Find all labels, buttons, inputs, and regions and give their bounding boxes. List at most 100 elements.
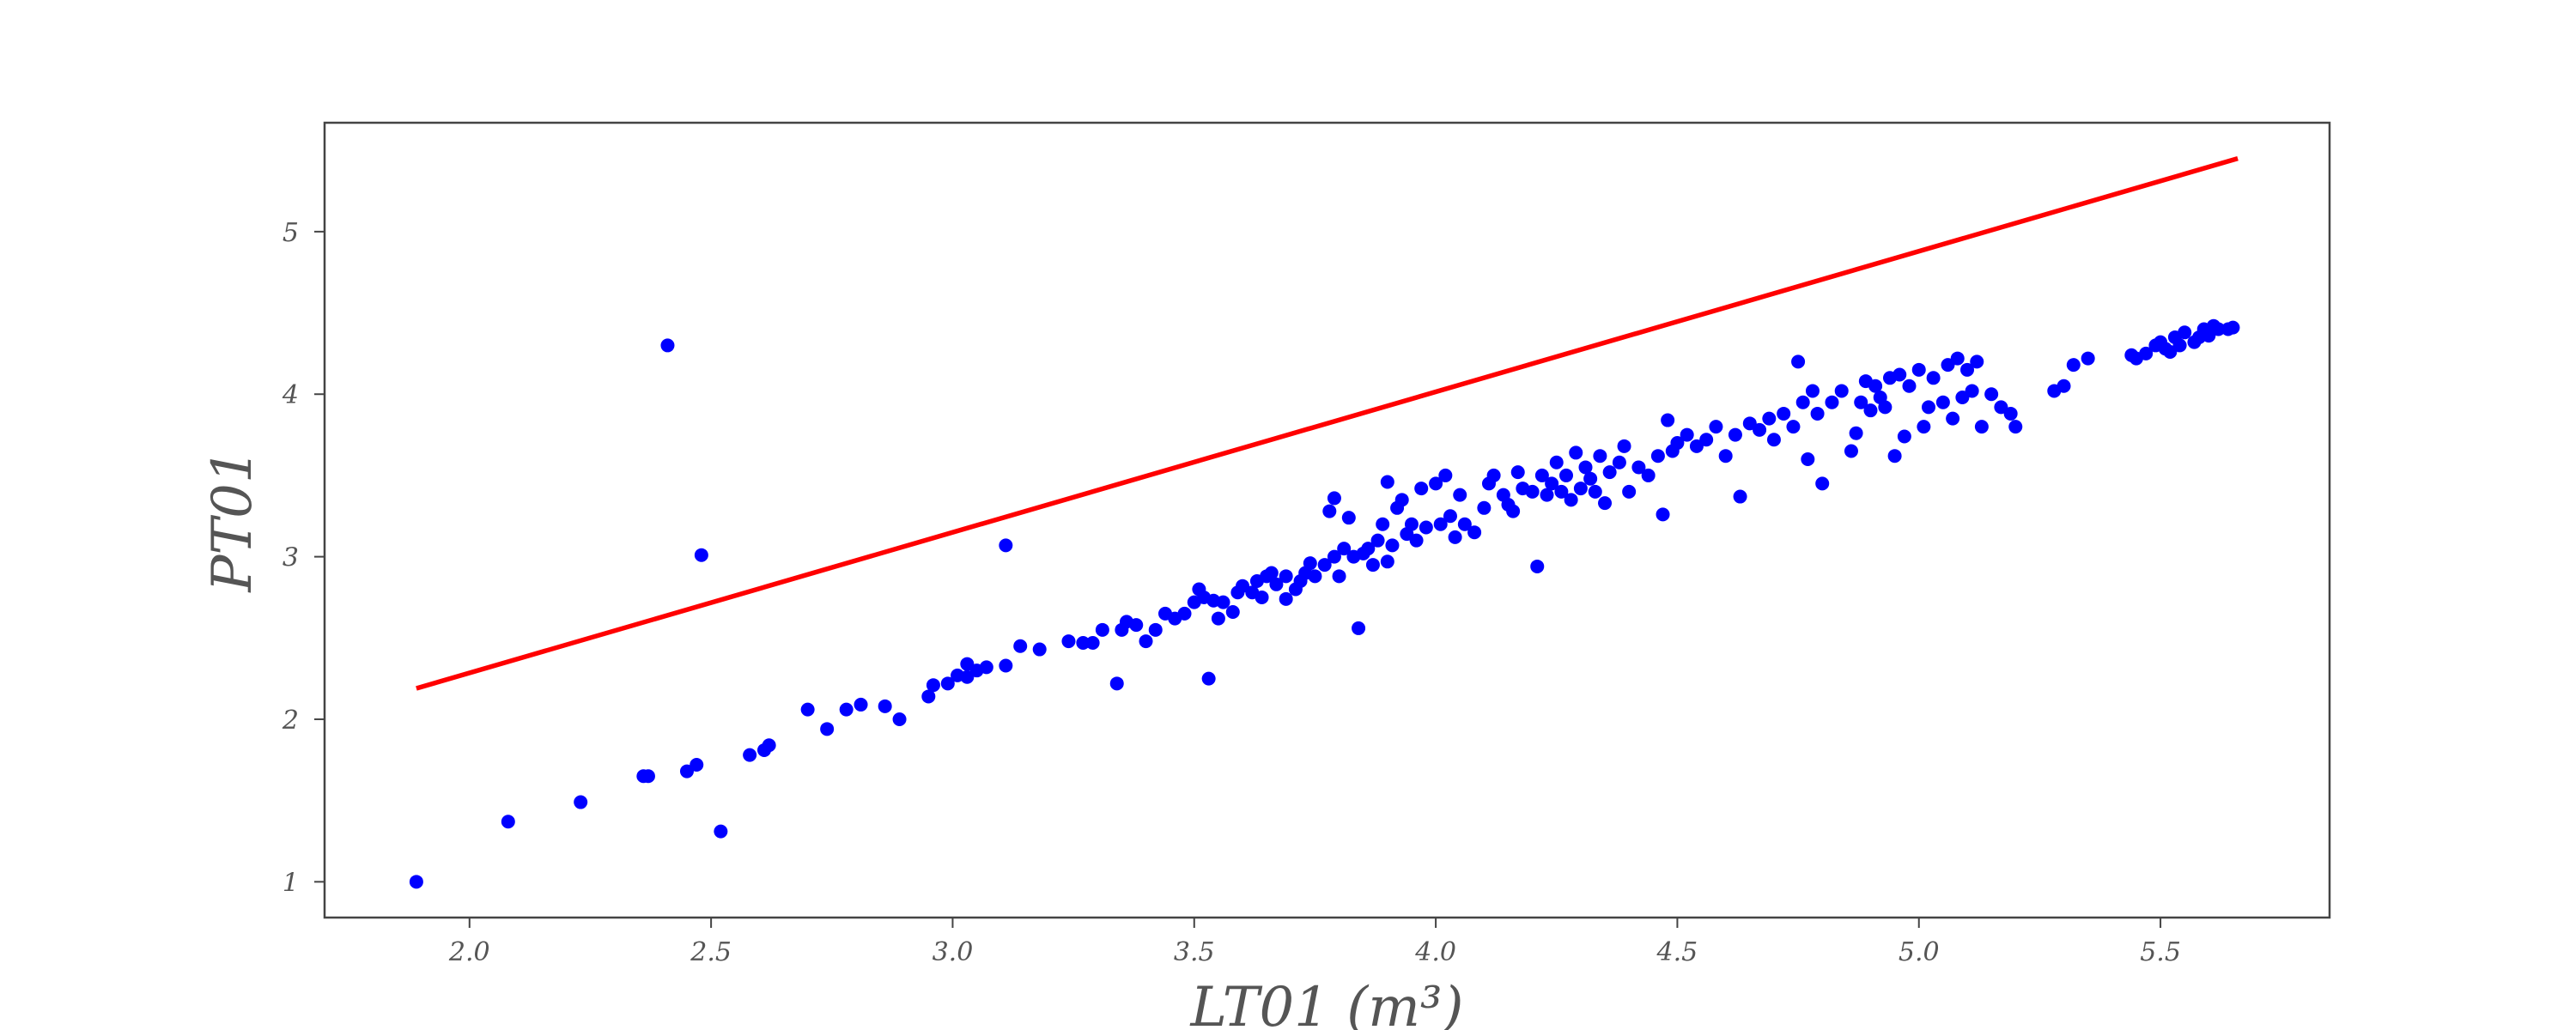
scatter-point xyxy=(1602,465,1617,480)
scatter-point xyxy=(1650,449,1665,464)
x-tick-label: 5.0 xyxy=(1899,937,1940,967)
scatter-point xyxy=(2057,379,2071,393)
scatter-point xyxy=(714,824,728,839)
scatter-point xyxy=(892,712,907,726)
scatter-point xyxy=(1448,530,1462,544)
scatter-point xyxy=(1617,439,1631,453)
scatter-point xyxy=(1941,358,1955,373)
scatter-point xyxy=(1588,484,1602,499)
scatter-point xyxy=(1922,400,1935,415)
scatter-point xyxy=(574,795,588,809)
scatter-point xyxy=(820,722,835,736)
scatter-point xyxy=(1709,420,1723,434)
scatter-point xyxy=(1762,411,1777,426)
scatter-point xyxy=(1564,493,1578,507)
scatter-point xyxy=(1327,549,1341,564)
scatter-point xyxy=(1801,451,1815,466)
scatter-point xyxy=(1970,354,1984,369)
axis-ticks: 2.0 2.5 3.0 3.5 4.0 4.5 5.0 5.5 1 2 3 4 5 xyxy=(282,218,2181,967)
scatter-point xyxy=(1327,491,1341,506)
scatter-point xyxy=(1486,468,1501,482)
scatter-point xyxy=(1404,517,1419,531)
scatter-point xyxy=(1728,427,1742,442)
scatter-point xyxy=(1810,406,1825,421)
scatter-point xyxy=(1844,444,1858,458)
scatter-point xyxy=(1341,511,1356,525)
scatter-point xyxy=(1438,468,1453,482)
scatter-point xyxy=(1148,622,1163,637)
scatter-point xyxy=(960,657,975,671)
scatter-point xyxy=(660,338,675,353)
scatter-point xyxy=(1076,635,1091,650)
scatter-point xyxy=(1365,558,1380,573)
scatter-point xyxy=(1506,504,1521,518)
scatter-point xyxy=(1795,395,1810,409)
scatter-point xyxy=(979,660,993,675)
scatter-point xyxy=(1337,542,1352,556)
scatter-point xyxy=(1303,556,1317,571)
scatter-point xyxy=(854,697,868,712)
scatter-point xyxy=(1467,525,1482,540)
scatter-point xyxy=(1955,391,1970,405)
scatter-point xyxy=(2178,325,2192,340)
scatter-point xyxy=(1085,635,1100,650)
scatter-point xyxy=(2081,351,2095,366)
scatter-point xyxy=(1457,517,1472,531)
scatter-point xyxy=(1917,420,1931,434)
scatter-point xyxy=(1264,566,1279,580)
scatter-point xyxy=(839,702,854,717)
scatter-point xyxy=(501,815,515,829)
scatter-point xyxy=(1893,367,1907,382)
scatter-point xyxy=(2003,406,2018,421)
scatter-point xyxy=(1332,569,1346,584)
y-tick-label: 3 xyxy=(283,543,299,573)
scatter-point xyxy=(690,757,704,772)
scatter-point xyxy=(1453,488,1467,502)
scatter-point xyxy=(1279,569,1293,584)
scatter-point xyxy=(1902,379,1917,393)
scatter-point xyxy=(1525,484,1540,499)
plot-area xyxy=(323,121,2331,919)
x-tick-label: 2.5 xyxy=(690,937,732,967)
scatter-point xyxy=(999,538,1013,553)
scatter-point xyxy=(1540,488,1554,502)
scatter-point xyxy=(1255,590,1269,604)
scatter-point xyxy=(1984,387,1999,402)
scatter-point xyxy=(1868,379,1883,393)
scatter-point xyxy=(1777,406,1791,421)
scatter-point xyxy=(1612,455,1626,470)
scatter-point xyxy=(641,769,655,784)
scatter-point xyxy=(1878,400,1893,415)
scatter-point xyxy=(1733,489,1747,504)
scatter-point xyxy=(800,702,815,717)
scatter-point xyxy=(926,678,940,693)
scatter-point xyxy=(1433,517,1448,531)
plot-frame xyxy=(323,121,2331,919)
scatter-point xyxy=(1380,554,1394,569)
scatter-point xyxy=(1429,476,1443,491)
scatter-point xyxy=(1815,476,1830,491)
scatter-point xyxy=(2163,345,2178,360)
scatter-point xyxy=(679,764,694,779)
scatter-point xyxy=(1569,445,1583,460)
scatter-point xyxy=(1593,449,1607,464)
scatter-point xyxy=(1573,482,1588,496)
scatter-point xyxy=(1689,439,1704,453)
scatter-point xyxy=(1578,460,1593,475)
y-tick-label: 5 xyxy=(283,218,299,248)
scatter-point xyxy=(1946,411,1960,426)
scatter-point xyxy=(1656,507,1670,522)
x-tick-label: 5.5 xyxy=(2140,937,2181,967)
fit-line xyxy=(416,156,2239,691)
scatter-point xyxy=(2211,322,2226,336)
scatter-point xyxy=(694,548,708,562)
x-tick-label: 4.5 xyxy=(1656,937,1698,967)
scatter-point xyxy=(2226,320,2240,335)
scatter-point xyxy=(1680,427,1694,442)
scatter-point xyxy=(1554,484,1569,499)
scatter-point xyxy=(762,738,776,753)
scatter-point xyxy=(1825,395,1839,409)
x-tick-label: 3.5 xyxy=(1174,937,1215,967)
scatter-point xyxy=(1935,395,1950,409)
scatter-point xyxy=(2139,346,2154,360)
